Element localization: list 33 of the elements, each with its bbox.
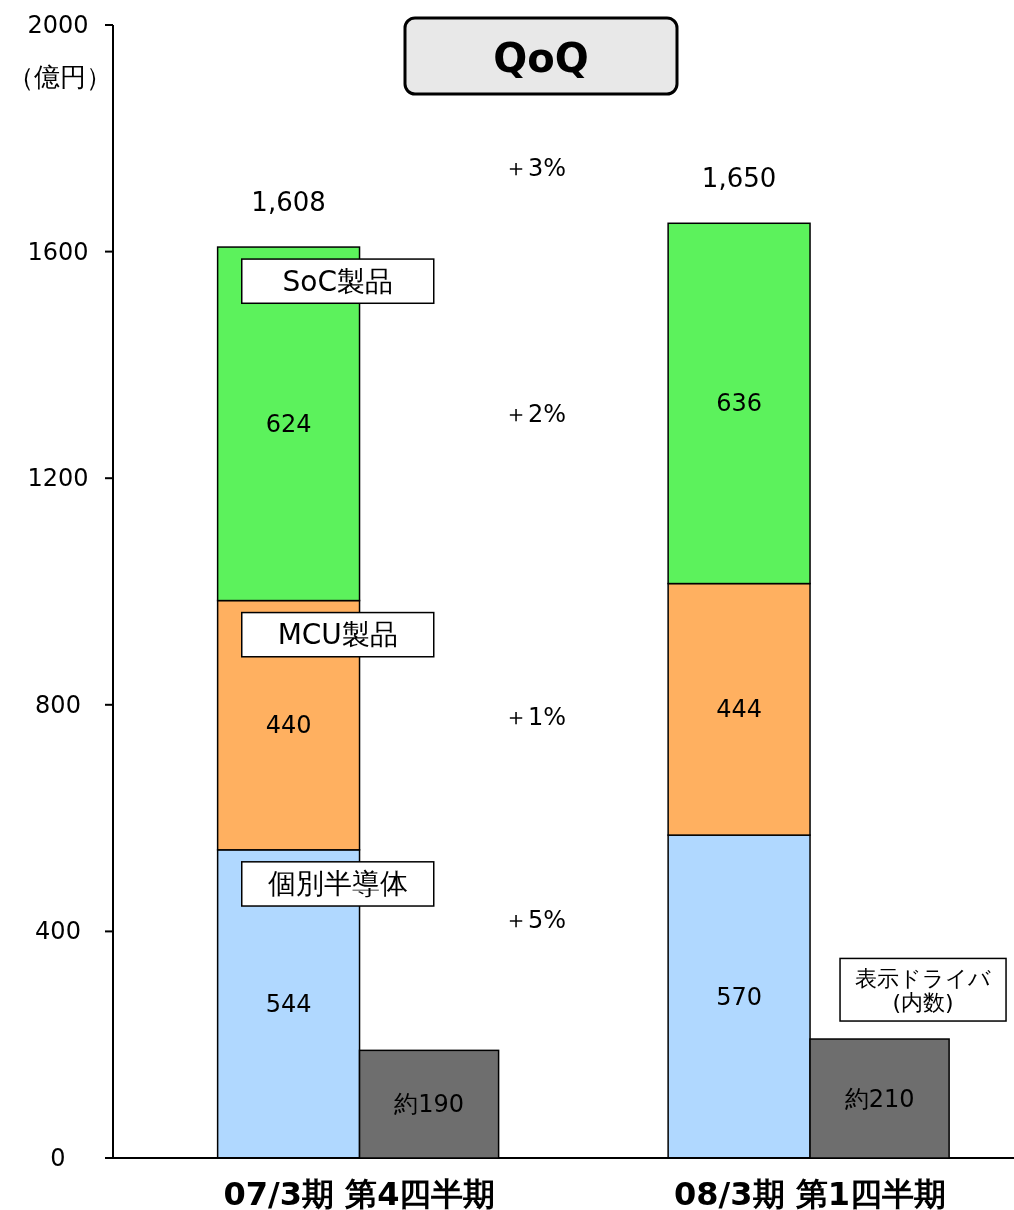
data-label: 約190: [394, 1090, 464, 1119]
annotation: ＋3%: [504, 154, 567, 183]
data-label: 約210: [844, 1084, 915, 1113]
y-tick-label: 0: [50, 1144, 66, 1172]
y-tick-label: 400: [35, 917, 81, 946]
x-tick-label: 08/3期 第1四半期: [674, 1175, 946, 1210]
data-label: 544: [265, 989, 312, 1018]
data-label: 440: [265, 711, 312, 740]
series-label: SoC製品: [282, 264, 393, 298]
annotation: ＋1%: [504, 703, 567, 732]
data-label: 624: [265, 409, 312, 438]
y-tick-label: 2000: [27, 11, 89, 39]
data-label: 570: [716, 982, 762, 1011]
series-label: 表示ドライバ (内数): [855, 965, 992, 1015]
y-tick-label: 800: [35, 690, 81, 719]
y-tick-label: 1600: [27, 237, 89, 266]
data-label: 444: [716, 695, 762, 724]
annotation: ＋2%: [504, 399, 567, 428]
title: QoQ: [403, 16, 679, 96]
series-label: 個別半導体: [241, 861, 435, 907]
series-label: 個別半導体: [267, 867, 408, 901]
series-label: 表示ドライバ (内数): [839, 957, 1007, 1022]
series-label: MCU製品: [241, 611, 435, 658]
chart-title: QoQ: [493, 35, 589, 81]
data-label: 636: [716, 389, 762, 418]
annotation: ＋5%: [504, 906, 567, 935]
total-label: 1,650: [701, 163, 777, 194]
total-label: 1,608: [251, 187, 326, 218]
series-label: SoC製品: [241, 258, 435, 304]
x-tick-label: 07/3期 第4四半期: [223, 1175, 496, 1210]
y-tick-label: 1200: [27, 464, 89, 493]
y-axis-title: （億円）: [8, 62, 112, 92]
series-label: MCU製品: [277, 618, 398, 652]
